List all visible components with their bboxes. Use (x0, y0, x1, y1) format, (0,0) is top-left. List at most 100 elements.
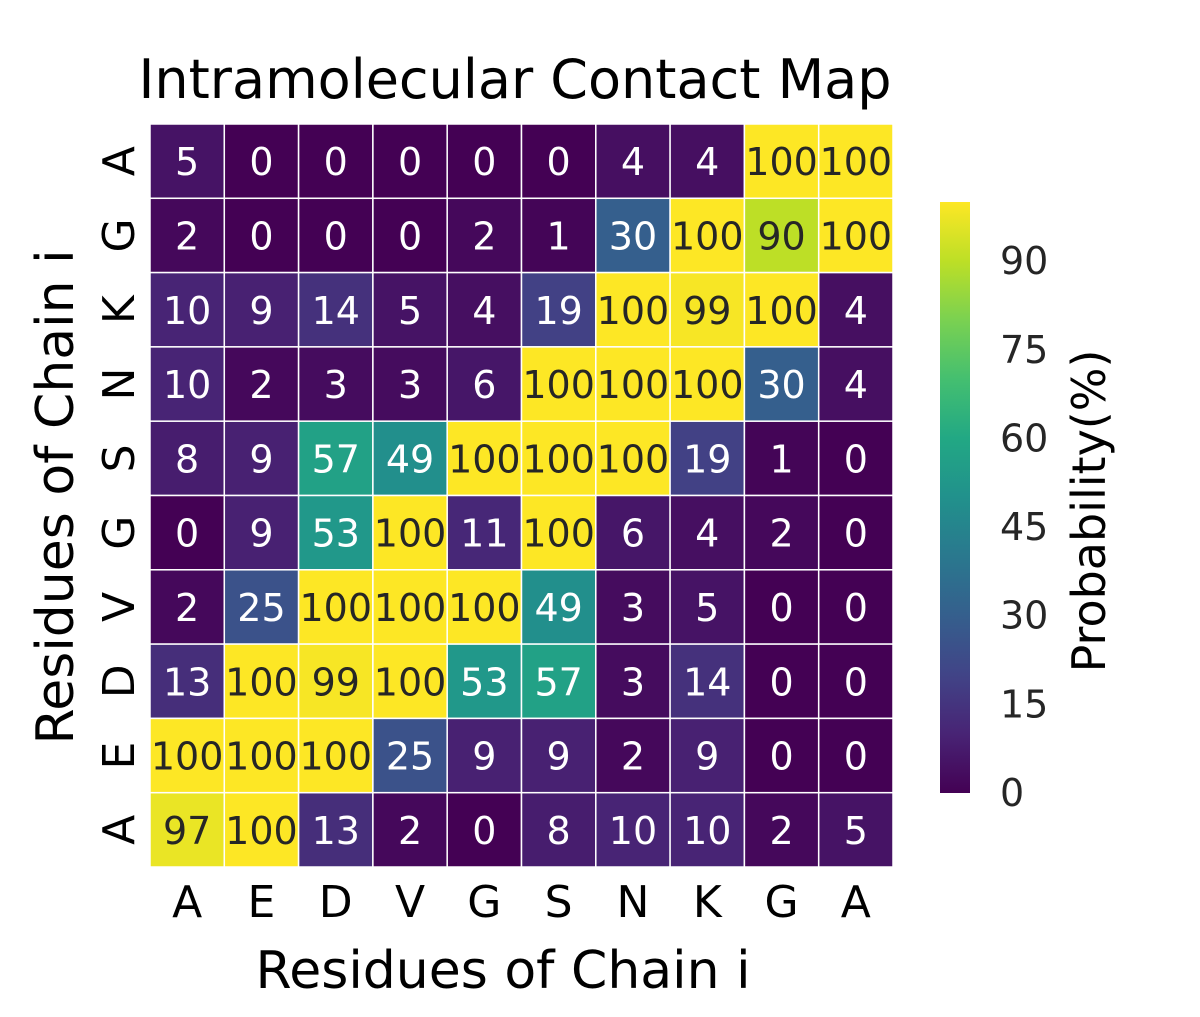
colorbar-tick-label: 75 (1000, 328, 1048, 372)
heatmap-cell (372, 717, 448, 794)
cell-value-label: 0 (175, 512, 199, 556)
cell-value-label: 100 (597, 363, 670, 407)
cell-value-label: 25 (386, 735, 434, 779)
heatmap-cell (817, 569, 894, 645)
heatmap-cell (817, 717, 894, 794)
x-tick-label: A (841, 877, 871, 928)
cell-value-label: 5 (398, 289, 422, 333)
x-tick-label: D (319, 877, 353, 928)
cell-value-label: 6 (472, 363, 496, 407)
cell-value-label: 2 (769, 512, 793, 556)
heatmap-cell (743, 271, 820, 348)
heatmap-cell (520, 494, 597, 571)
heatmap-cell (297, 791, 374, 868)
colorbar-tick-label: 60 (1000, 416, 1048, 460)
heatmap-cell (223, 717, 300, 794)
heatmap-cell (817, 643, 894, 720)
cell-value-label: 25 (237, 586, 285, 630)
heatmap-cell (297, 717, 374, 794)
heatmap-cell (817, 123, 894, 200)
cell-value-label: 2 (769, 809, 793, 853)
cell-value-label: 2 (472, 214, 496, 258)
heatmap-cell (743, 717, 820, 794)
heatmap-cell (446, 717, 523, 794)
cell-value-label: 2 (175, 214, 199, 258)
cell-value-label: 53 (312, 512, 360, 556)
heatmap-cell (669, 569, 746, 645)
cell-value-label: 9 (695, 735, 719, 779)
cell-value-label: 100 (820, 214, 893, 258)
heatmap-cell (223, 271, 300, 348)
cell-value-label: 100 (597, 437, 670, 481)
cell-value-label: 0 (769, 660, 793, 704)
colorbar-tick-label: 15 (1000, 682, 1048, 726)
heatmap-cell (743, 346, 820, 422)
cell-value-label: 4 (621, 140, 645, 184)
heatmap-cell (817, 271, 894, 348)
colorbar-label: Probability(%) (1062, 350, 1116, 673)
heatmap-cell (446, 643, 523, 720)
cell-value-label: 99 (312, 660, 360, 704)
heatmap-cell (223, 197, 300, 274)
cell-value-label: 100 (151, 735, 224, 779)
cell-value-label: 9 (249, 512, 273, 556)
colorbar-tick-label: 90 (1000, 239, 1048, 283)
cell-value-label: 99 (683, 289, 731, 333)
cell-value-label: 0 (769, 735, 793, 779)
cell-value-label: 9 (547, 735, 571, 779)
y-tick-label: A (94, 815, 145, 845)
y-tick-label: G (94, 516, 145, 550)
cell-value-label: 13 (312, 809, 360, 853)
cell-value-label: 2 (398, 809, 422, 853)
x-tick-label: S (545, 877, 573, 928)
x-tick-label: K (693, 877, 723, 928)
cell-value-label: 0 (398, 140, 422, 184)
cell-value-label: 0 (844, 512, 868, 556)
cell-value-label: 0 (249, 214, 273, 258)
cell-value-label: 4 (695, 512, 719, 556)
heatmap-cell (669, 717, 746, 794)
heatmap-cell (743, 197, 820, 274)
heatmap-cell (595, 346, 671, 422)
cell-value-label: 0 (844, 735, 868, 779)
cell-value-label: 10 (163, 289, 211, 333)
heatmap-cell (520, 569, 597, 645)
cell-value-label: 100 (671, 363, 744, 407)
cell-value-label: 11 (460, 512, 508, 556)
cell-value-label: 5 (844, 809, 868, 853)
cell-value-label: 49 (386, 437, 434, 481)
x-tick-label: N (616, 877, 649, 928)
cell-value-label: 100 (225, 660, 298, 704)
heatmap-cell (520, 643, 597, 720)
heatmap-cell (669, 643, 746, 720)
y-tick-label: S (94, 444, 145, 472)
y-axis-label: Residues of Chain i (26, 249, 86, 744)
heatmap-cell (297, 643, 374, 720)
y-tick-label: E (94, 742, 145, 770)
heatmap-cell (223, 791, 300, 868)
heatmap-cell (817, 346, 894, 422)
heatmap-cell (595, 569, 671, 645)
cell-value-label: 100 (374, 586, 447, 630)
cell-value-label: 100 (597, 289, 670, 333)
cell-value-label: 100 (448, 437, 521, 481)
heatmap-cell (669, 271, 746, 348)
heatmap-cell (149, 271, 226, 348)
cell-value-label: 8 (547, 809, 571, 853)
cell-value-label: 100 (745, 289, 818, 333)
cell-value-label: 2 (249, 363, 273, 407)
y-tick-label: K (94, 294, 145, 324)
x-tick-label: G (764, 877, 798, 928)
heatmap-cell (669, 123, 746, 200)
cell-value-label: 100 (374, 512, 447, 556)
y-tick-label: D (94, 664, 145, 698)
cell-value-label: 100 (671, 214, 744, 258)
cell-value-label: 100 (225, 735, 298, 779)
cell-value-label: 3 (621, 586, 645, 630)
cell-value-label: 2 (175, 586, 199, 630)
cell-value-label: 19 (683, 437, 731, 481)
y-tick-label: N (94, 368, 145, 401)
heatmap-cell (223, 123, 300, 200)
